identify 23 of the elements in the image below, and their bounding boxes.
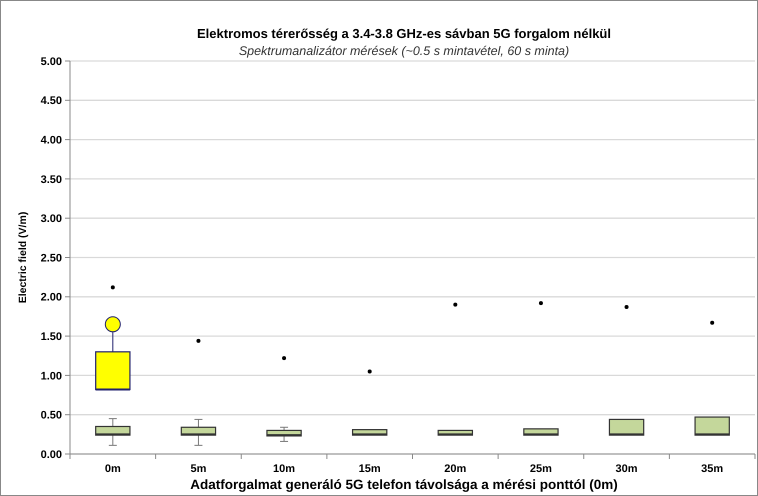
y-tick-label: 4.50 — [40, 95, 62, 108]
x-tick-label: 10m — [273, 463, 296, 475]
y-tick-label: 0.00 — [40, 448, 62, 461]
x-tick-label: 15m — [358, 463, 381, 475]
y-tick-label: 2.00 — [40, 292, 62, 304]
y-tick-label: 3.50 — [40, 174, 62, 186]
x-tick-label: 25m — [530, 463, 552, 475]
y-tick-label: 1.00 — [40, 370, 62, 382]
chart-title: Elektromos térerősség a 3.4-3.8 GHz-es sávban 5G forgalom nélkül — [197, 26, 611, 41]
x-tick-label: 35m — [701, 463, 724, 475]
y-tick-label: 2.50 — [40, 252, 62, 264]
y-axis-title: Electric field (V/m) — [17, 212, 29, 304]
chart-subtitle: Spektrumanalizátor mérések (~0.5 s mintavétel, 60 s minta) — [238, 44, 570, 58]
y-tick-label: 4.00 — [40, 134, 62, 146]
x-tick-label: 0m — [104, 463, 121, 475]
x-tick-label: 30m — [616, 463, 638, 475]
y-tick-label: 5.00 — [40, 56, 62, 68]
y-tick-label: 1.50 — [40, 330, 62, 343]
x-axis-title: Adatforgalmat generáló 5G telefon távolsága a mérési ponttól (0m) — [190, 477, 618, 492]
y-tick-label: 0.50 — [40, 410, 62, 422]
x-tick-label: 5m — [190, 463, 207, 475]
y-tick-label: 3.00 — [40, 213, 62, 226]
x-tick-label: 20m — [444, 463, 467, 475]
